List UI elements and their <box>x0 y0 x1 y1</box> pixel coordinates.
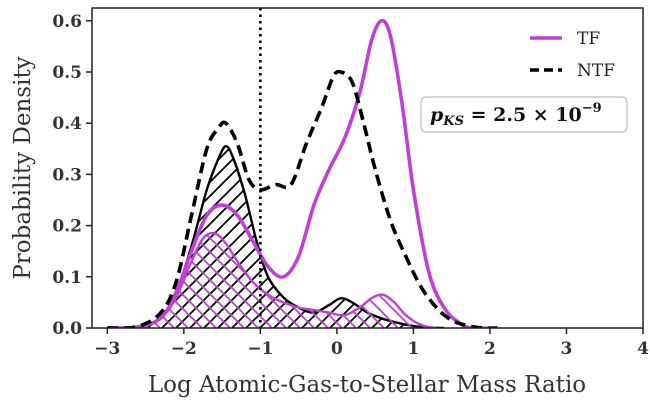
x-tick-label: 2 <box>484 339 496 359</box>
x-tick-label: −2 <box>171 339 197 359</box>
legend-tf-label: TF <box>577 29 600 49</box>
ks-text: pKS = 2.5 × 10−9 <box>430 101 602 129</box>
x-tick-label: 0 <box>331 339 343 359</box>
ks-box <box>420 96 628 133</box>
x-tick-label: −3 <box>94 339 120 359</box>
x-tick-label: −1 <box>247 339 273 359</box>
y-tick-label: 0.3 <box>52 165 82 185</box>
y-axis-label: Probability Density <box>10 56 36 279</box>
x-axis-ticks: −3 −2 −1 0 1 2 3 4 <box>94 328 649 359</box>
y-tick-label: 0.5 <box>52 63 82 83</box>
x-tick-label: 4 <box>637 339 649 359</box>
series-tf-line <box>107 18 490 328</box>
y-axis-ticks: 0.0 0.1 0.2 0.3 0.4 0.5 0.6 <box>52 12 92 339</box>
y-tick-label: 0.0 <box>52 319 82 339</box>
series-layer <box>107 18 498 328</box>
x-tick-label: 3 <box>561 339 573 359</box>
y-tick-label: 0.1 <box>52 268 82 288</box>
y-tick-label: 0.4 <box>52 114 82 134</box>
legend-ntf-label: NTF <box>577 61 615 81</box>
series-ntf-line <box>107 69 498 328</box>
y-tick-label: 0.2 <box>52 217 82 237</box>
series-hatched-3-line <box>107 231 437 328</box>
x-tick-label: 1 <box>407 339 419 359</box>
series-hatched-3-hatch <box>107 233 437 328</box>
x-axis-label: Log Atomic-Gas-to-Stellar Mass Ratio <box>148 372 586 398</box>
y-tick-label: 0.6 <box>52 12 82 32</box>
legend: TF NTF <box>530 29 615 81</box>
plot-frame <box>91 7 644 329</box>
ks-annotation: pKS = 2.5 × 10−9 <box>420 96 628 133</box>
